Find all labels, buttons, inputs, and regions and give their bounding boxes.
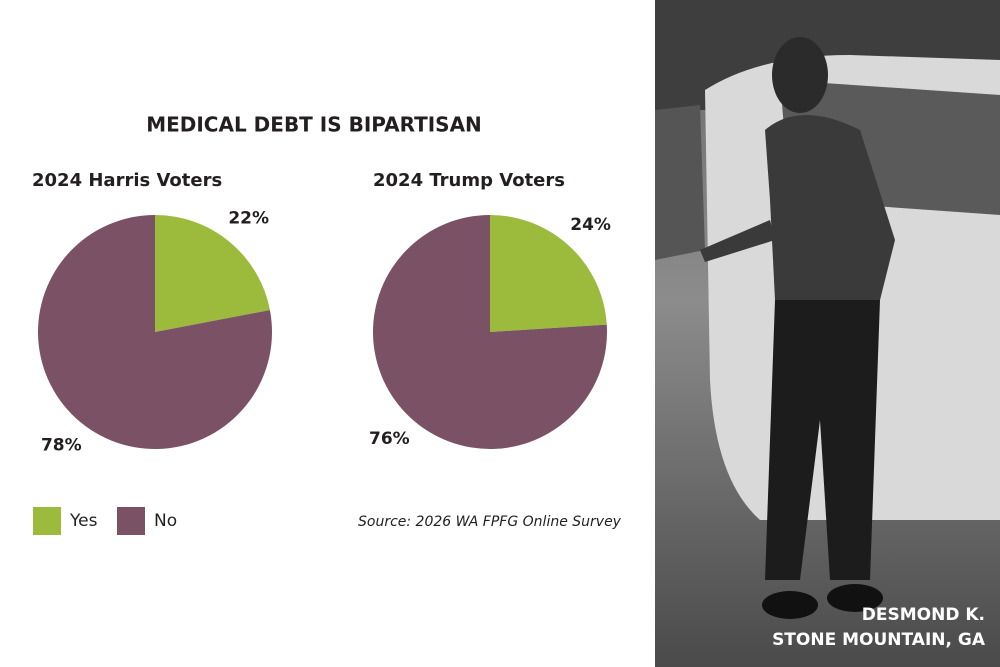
pie-title: 2024 Harris Voters	[32, 170, 222, 191]
pie-slice	[373, 215, 607, 449]
legend-swatch	[33, 507, 61, 535]
value-label: 24%	[570, 215, 611, 235]
chart-title: MEDICAL DEBT IS BIPARTISAN	[146, 113, 482, 137]
photo-caption-name: DESMOND K.	[862, 605, 985, 625]
value-label: 22%	[228, 209, 269, 229]
source-note: Source: 2026 WA FPFG Online Survey	[358, 514, 622, 530]
photo-caption-location: STONE MOUNTAIN, GA	[772, 630, 986, 650]
pie-title: 2024 Trump Voters	[373, 170, 565, 191]
pie-slice	[155, 215, 270, 332]
legend-label: Yes	[69, 511, 98, 531]
value-label: 78%	[41, 435, 82, 455]
pie-slice	[38, 215, 272, 449]
legend-swatch	[117, 507, 145, 535]
legend-label: No	[154, 511, 177, 531]
photo	[655, 0, 1000, 667]
pie-slice	[490, 215, 607, 332]
value-label: 76%	[369, 429, 410, 449]
